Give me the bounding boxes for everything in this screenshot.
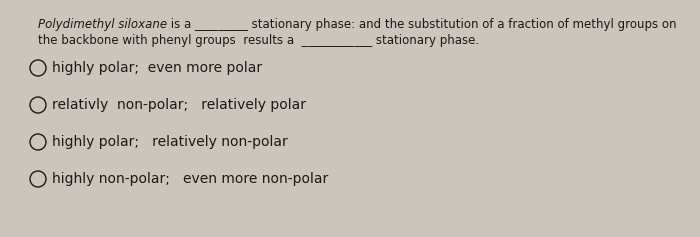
Text: highly non-polar;   even more non-polar: highly non-polar; even more non-polar: [52, 172, 328, 186]
Text: relativly  non-polar;   relatively polar: relativly non-polar; relatively polar: [52, 98, 306, 112]
Text: is a _________ stationary phase: and the substitution of a fraction of methyl gr: is a _________ stationary phase: and the…: [167, 18, 677, 31]
Text: Polydimethyl siloxane: Polydimethyl siloxane: [38, 18, 167, 31]
Text: the backbone with phenyl groups  results a  ____________ stationary phase.: the backbone with phenyl groups results …: [38, 34, 479, 47]
Text: highly polar;  even more polar: highly polar; even more polar: [52, 61, 262, 75]
Text: highly polar;   relatively non-polar: highly polar; relatively non-polar: [52, 135, 288, 149]
